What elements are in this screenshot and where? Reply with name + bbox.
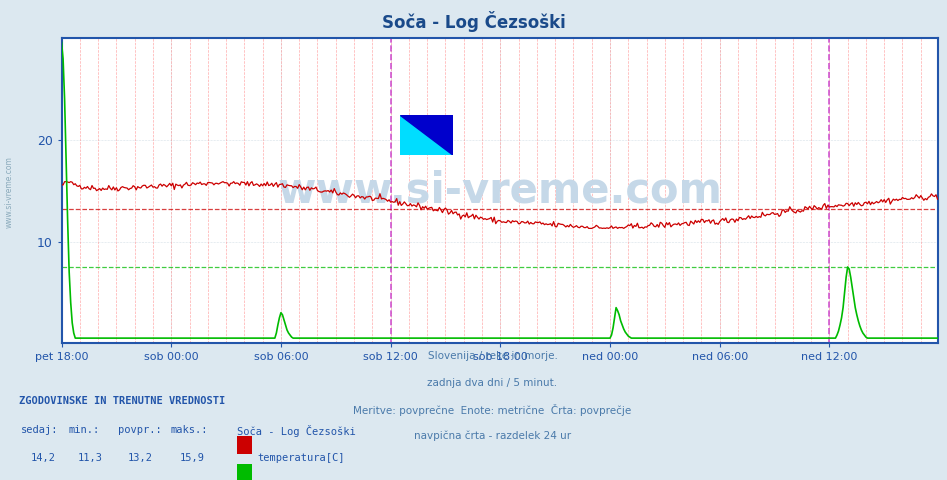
Polygon shape <box>400 115 453 155</box>
Text: 14,2: 14,2 <box>30 453 55 463</box>
Text: zadnja dva dni / 5 minut.: zadnja dva dni / 5 minut. <box>427 378 558 388</box>
Text: www.si-vreme.com: www.si-vreme.com <box>277 170 722 212</box>
Text: ZGODOVINSKE IN TRENUTNE VREDNOSTI: ZGODOVINSKE IN TRENUTNE VREDNOSTI <box>19 396 225 406</box>
Text: Slovenija / reke in morje.: Slovenija / reke in morje. <box>427 351 558 361</box>
Text: maks.:: maks.: <box>170 425 208 435</box>
Text: 13,2: 13,2 <box>128 453 152 463</box>
Text: Soča - Log Čezsoški: Soča - Log Čezsoški <box>237 425 355 437</box>
Text: Meritve: povprečne  Enote: metrične  Črta: povprečje: Meritve: povprečne Enote: metrične Črta:… <box>353 404 632 416</box>
Text: povpr.:: povpr.: <box>118 425 162 435</box>
Text: sedaj:: sedaj: <box>21 425 59 435</box>
Text: navpična črta - razdelek 24 ur: navpična črta - razdelek 24 ur <box>414 431 571 441</box>
Text: www.si-vreme.com: www.si-vreme.com <box>5 156 14 228</box>
Text: 15,9: 15,9 <box>180 453 205 463</box>
Text: min.:: min.: <box>68 425 99 435</box>
Text: Soča - Log Čezsoški: Soča - Log Čezsoški <box>382 11 565 32</box>
Text: 11,3: 11,3 <box>78 453 102 463</box>
Polygon shape <box>400 115 453 155</box>
Text: temperatura[C]: temperatura[C] <box>258 453 345 463</box>
